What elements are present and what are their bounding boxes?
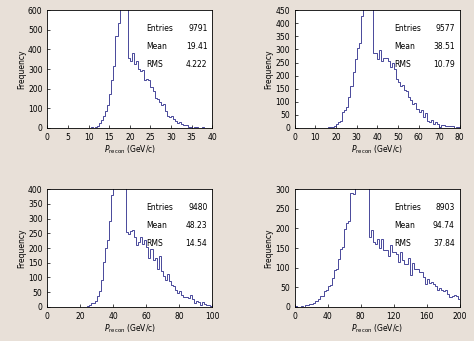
Text: 14.54: 14.54 (186, 239, 208, 248)
Text: 9577: 9577 (435, 24, 455, 33)
Text: 9791: 9791 (188, 24, 208, 33)
Text: 48.23: 48.23 (186, 221, 208, 230)
Text: RMS: RMS (394, 239, 410, 248)
Y-axis label: Frequency: Frequency (264, 49, 273, 89)
Text: 94.74: 94.74 (433, 221, 455, 230)
X-axis label: $\mathit{P}_{\mathrm{recon}}$ (GeV/c): $\mathit{P}_{\mathrm{recon}}$ (GeV/c) (351, 323, 403, 335)
Text: 9480: 9480 (188, 203, 208, 212)
Text: 4.222: 4.222 (186, 60, 208, 69)
Text: Entries: Entries (394, 203, 420, 212)
Text: 38.51: 38.51 (433, 42, 455, 51)
X-axis label: $\mathit{P}_{\mathrm{recon}}$ (GeV/c): $\mathit{P}_{\mathrm{recon}}$ (GeV/c) (104, 144, 156, 157)
Text: RMS: RMS (146, 60, 163, 69)
Text: Mean: Mean (394, 221, 415, 230)
Text: RMS: RMS (394, 60, 410, 69)
X-axis label: $\mathit{P}_{\mathrm{recon}}$ (GeV/c): $\mathit{P}_{\mathrm{recon}}$ (GeV/c) (351, 144, 403, 157)
Text: Mean: Mean (146, 221, 167, 230)
Y-axis label: Frequency: Frequency (17, 49, 26, 89)
Text: 8903: 8903 (436, 203, 455, 212)
Text: Mean: Mean (394, 42, 415, 51)
Y-axis label: Frequency: Frequency (264, 228, 273, 268)
Text: 37.84: 37.84 (433, 239, 455, 248)
X-axis label: $\mathit{P}_{\mathrm{recon}}$ (GeV/c): $\mathit{P}_{\mathrm{recon}}$ (GeV/c) (104, 323, 156, 335)
Text: Entries: Entries (146, 203, 173, 212)
Text: Mean: Mean (146, 42, 167, 51)
Y-axis label: Frequency: Frequency (17, 228, 26, 268)
Text: Entries: Entries (394, 24, 420, 33)
Text: 10.79: 10.79 (433, 60, 455, 69)
Text: RMS: RMS (146, 239, 163, 248)
Text: 19.41: 19.41 (186, 42, 208, 51)
Text: Entries: Entries (146, 24, 173, 33)
